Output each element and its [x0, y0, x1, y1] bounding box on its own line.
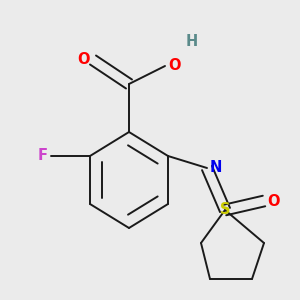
Text: F: F: [38, 148, 48, 164]
Text: O: O: [168, 58, 181, 74]
Text: O: O: [77, 52, 90, 68]
Text: S: S: [220, 202, 230, 217]
Text: O: O: [267, 194, 280, 208]
Text: H: H: [186, 34, 198, 50]
Text: N: N: [210, 160, 222, 175]
